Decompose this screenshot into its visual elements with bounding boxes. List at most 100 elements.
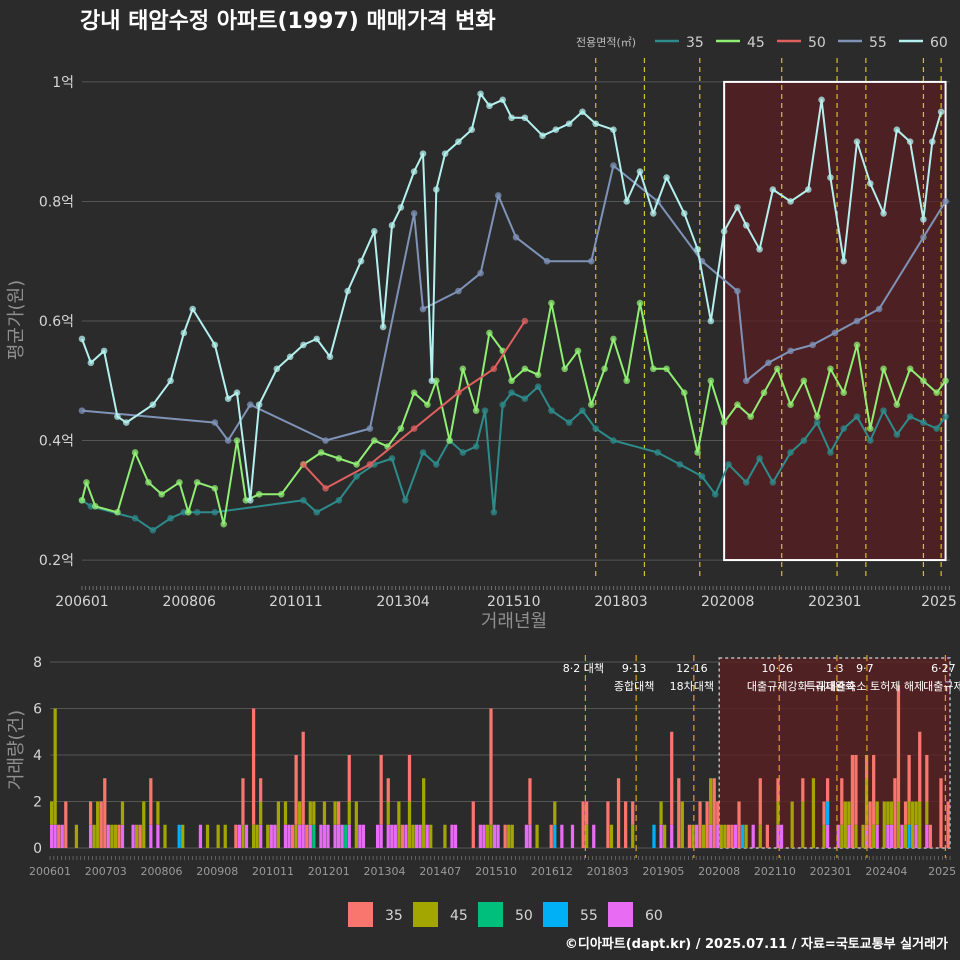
bar-45 [840,824,844,848]
series-point-45 [335,455,343,462]
series-point-45 [773,365,781,373]
bar-45 [758,824,762,848]
series-line-35 [81,385,947,532]
bar-60 [528,824,532,848]
series-point-60 [189,305,197,313]
series-point-60 [286,353,294,361]
bar-60 [358,824,362,848]
series-point-45 [760,389,768,397]
bar-45 [407,801,412,848]
bar-y-tick-label: 8 [33,655,42,671]
bar-35 [305,824,309,848]
bar-35 [631,801,635,825]
series-point-45 [933,389,941,397]
bar-y-tick-label: 6 [33,701,42,717]
bar-45 [411,824,415,848]
bar-45 [241,824,245,848]
bar-45 [843,801,847,848]
series-point-60 [410,168,418,175]
main-line-chart: 0.2억 0.4억 0.6억 0.8억 1억 200601 200806 201011 201… [6,58,957,632]
series-point-45 [694,449,701,456]
bar-35 [585,801,589,825]
bar-45 [251,824,256,848]
main-highlight-box [723,80,947,562]
series-point-50 [300,461,307,468]
series-point-60 [246,496,254,504]
series-point-60 [521,114,529,122]
main-x-axis-title: 거래년월 [481,611,547,632]
main-x-tick-label: 200806 [162,594,216,610]
series-point-55 [610,162,617,169]
bar-x-tick-label: 201612 [531,865,573,878]
bar-50 [344,824,348,848]
bottom-legend-label-50: 50 [515,908,533,924]
bar-45 [156,801,160,825]
series-point-35 [388,455,396,462]
series-point-45 [649,365,657,373]
series-point-45 [131,449,139,456]
bar-35 [616,778,621,848]
series-point-35 [698,473,706,480]
bar-x-tick-label: 201304 [364,865,406,878]
bar-60 [496,824,500,848]
series-point-60 [928,138,936,145]
bar-x-tick-label: 2025 [928,865,956,878]
bar-x-tick-label: 201011 [252,865,294,878]
series-point-45 [521,365,529,373]
bar-45 [255,824,259,848]
series-point-60 [344,287,352,295]
bar-60 [244,824,249,848]
bar-45 [429,824,433,848]
series-point-45 [446,437,453,444]
bar-60 [283,824,288,848]
bar-x-tick-label: 200601 [29,865,71,878]
bar-45 [181,824,185,848]
bar-35 [407,754,412,802]
bar-60 [836,824,840,848]
bar-35 [903,801,908,825]
series-point-35 [335,496,343,504]
series-point-60 [720,228,728,235]
bar-35 [939,778,943,848]
series-point-45 [158,491,166,498]
series-line-60 [81,92,943,502]
series-point-60 [224,395,232,402]
series-point-60 [592,120,600,128]
bar-45 [333,801,337,825]
series-55 [78,162,949,444]
bar-60 [925,824,929,848]
series-point-45 [734,401,741,408]
series-point-55 [211,419,219,426]
main-highlight-region [723,80,947,562]
bar-45 [925,801,929,825]
bar-45 [205,824,210,848]
bar-x-tick-label: 202110 [754,865,796,878]
series-point-45 [370,437,378,444]
bottom-legend-swatch-45 [413,902,438,927]
chart-title: 강내 태암수정 아파트(1997) 매매가격 변화 [80,9,496,34]
bar-60 [333,824,337,848]
series-point-35 [742,479,750,486]
series-point-55 [543,257,551,265]
series-point-35 [840,425,848,432]
series-point-60 [610,126,617,134]
series-point-45 [840,389,848,397]
series-point-45 [853,341,861,349]
bar-45 [312,801,316,825]
series-point-45 [787,401,794,408]
series-point-45 [906,365,914,373]
series-point-60 [428,377,436,385]
series-point-60 [78,335,86,343]
bar-35 [624,801,628,848]
bar-35 [670,731,674,825]
bar-60 [375,824,380,848]
series-point-35 [853,413,861,420]
legend-label-35: 35 [686,35,704,51]
policy-label-desc: 대출규제 [923,680,960,693]
bar-x-ticks: 200601 200703 200806 200908 201011 201201 2013… [29,856,956,878]
series-point-60 [937,108,945,116]
series-point-45 [83,479,90,486]
series-point-60 [804,186,812,193]
bar-45 [875,801,879,825]
series-point-35 [880,407,887,414]
